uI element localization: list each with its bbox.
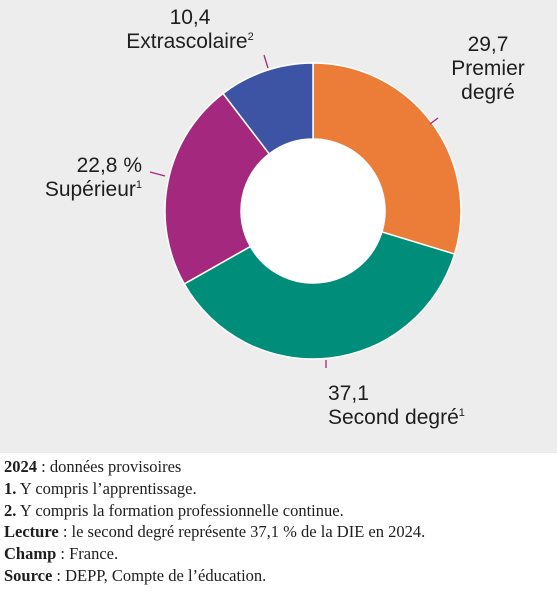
value-superieur: 22,8 % (76, 154, 142, 177)
note-row-provisional: 2024 : données provisoires (4, 457, 182, 476)
name-extrascolaire: Extrascolaire (126, 30, 248, 53)
label-superieur: 22,8 % Supérieur1 (0, 154, 142, 202)
label-premier-degre: 29,7 Premier degré (438, 33, 538, 105)
label-extrascolaire: 10,4 Extrascolaire2 (112, 6, 268, 54)
value-second-degre: 37,1 (328, 382, 369, 405)
note-row-footnote-1: 1. Y compris l’apprentissage. (4, 478, 197, 498)
value-premier-degre: 29,7 (467, 33, 509, 56)
name-premier-degre-line2: degré (461, 81, 515, 104)
chart-area: 10,4 Extrascolaire2 29,7 Premier degré 2… (0, 0, 557, 453)
note-ref-second-degre: 1 (458, 407, 465, 419)
note-ref-superieur: 1 (135, 179, 142, 191)
name-superieur: Supérieur (44, 178, 136, 201)
value-extrascolaire: 10,4 (169, 6, 211, 29)
name-second-degre: Second degré (328, 406, 459, 429)
leader-line-2 (149, 171, 166, 177)
name-premier-degre-line1: Premier (451, 57, 525, 80)
leader-line-3 (263, 54, 269, 69)
leader-line-0 (429, 117, 439, 125)
note-ref-extrascolaire: 2 (247, 31, 254, 43)
donut-chart (149, 54, 462, 368)
chart-notes: 2024 : données provisoires 1. Y compris … (4, 456, 557, 587)
note-row-source: Source : DEPP, Compte de l’éducation. (4, 565, 267, 585)
donut-hole (241, 139, 385, 283)
note-row-footnote-2: 2. Y compris la formation professionnell… (4, 500, 344, 520)
note-row-champ: Champ : France. (4, 544, 119, 564)
note-row-lecture: Lecture : le second degré représente 37,… (4, 522, 426, 542)
label-second-degre: 37,1 Second degré1 (328, 382, 465, 430)
